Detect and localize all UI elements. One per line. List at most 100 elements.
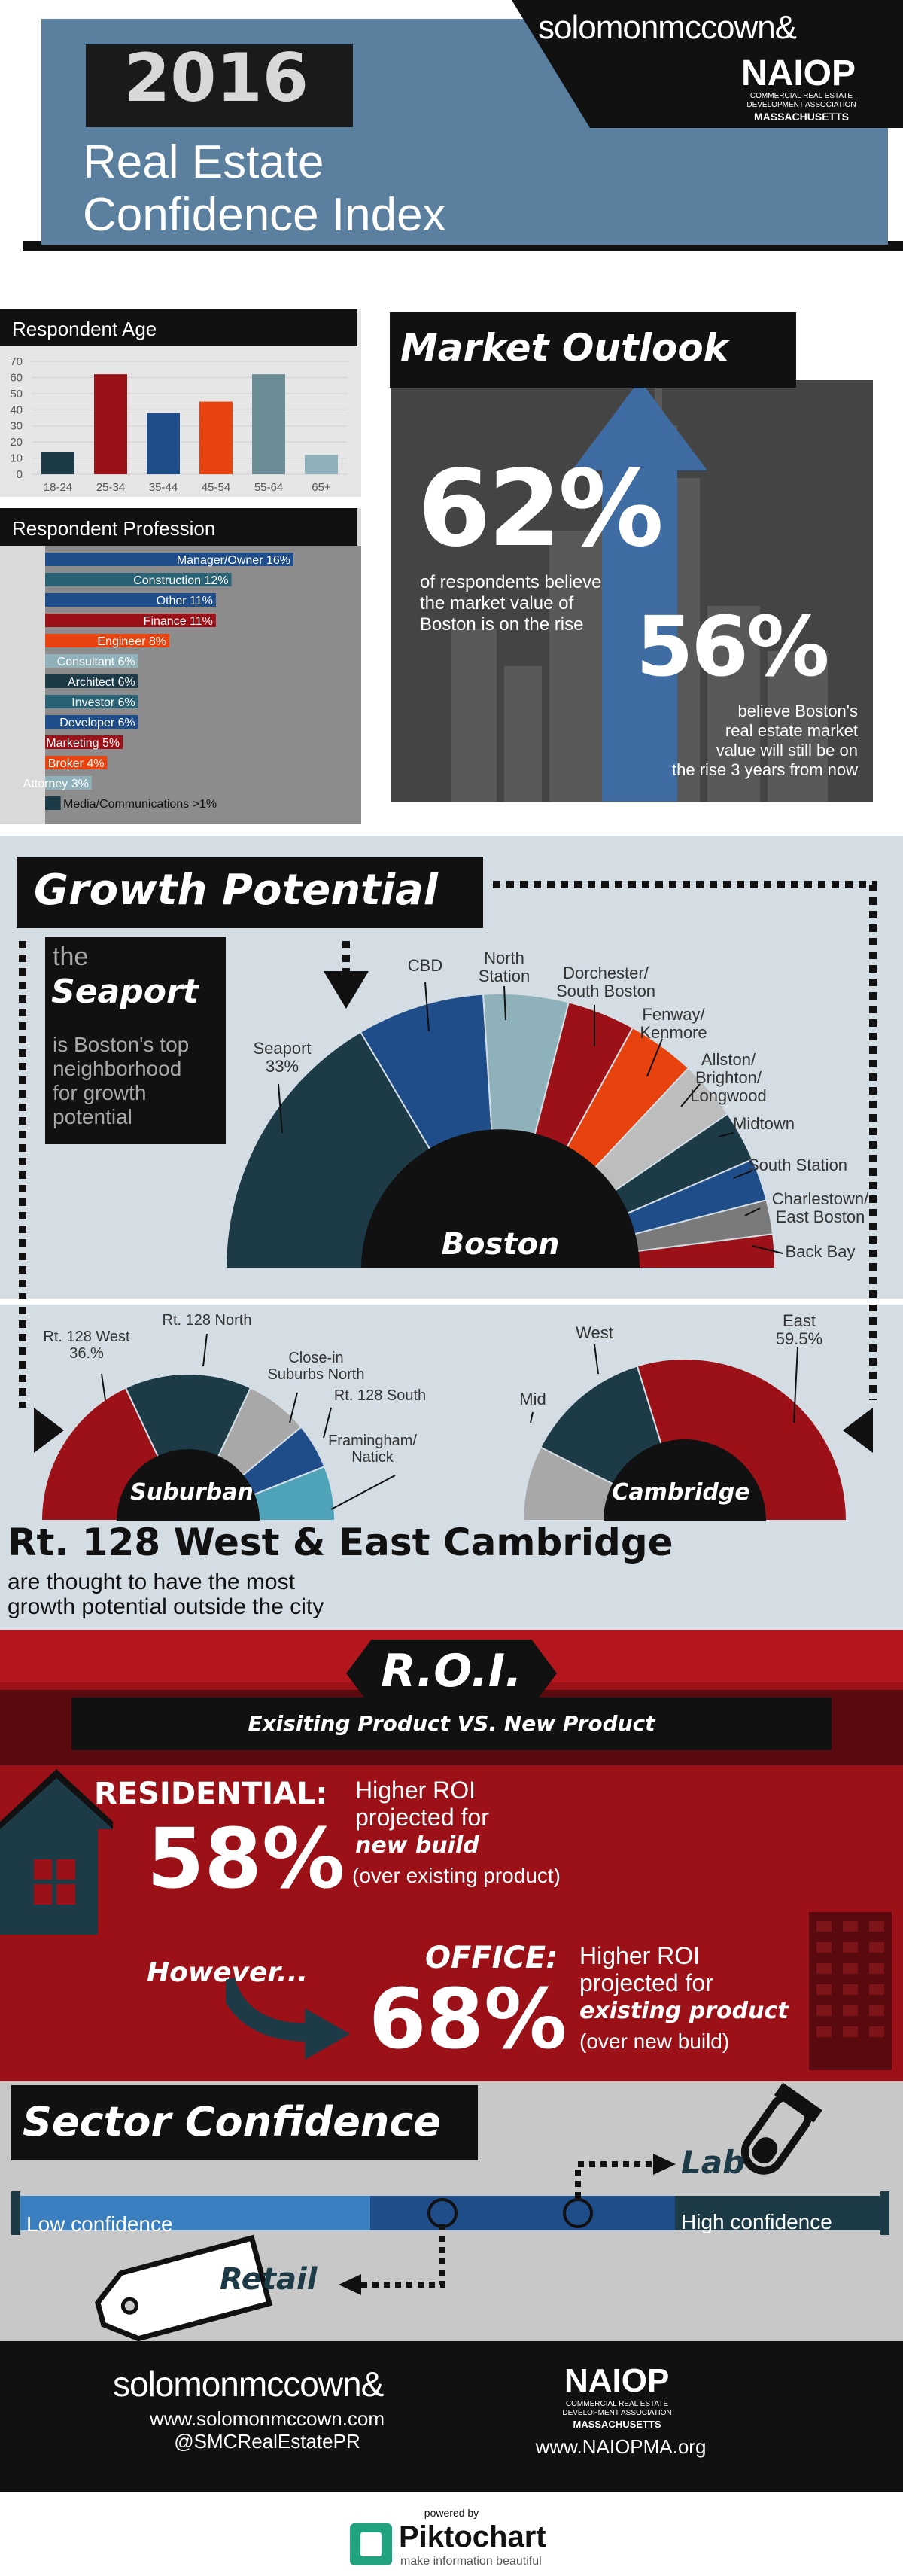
profession-bar [45, 796, 61, 810]
y-tick-label: 70 [10, 355, 23, 368]
office-line-4: (over new build) [579, 2029, 730, 2053]
profession-label: Architect 6% [68, 676, 135, 689]
sector-heading-box [11, 2085, 478, 2160]
office-line-2: projected for [579, 1969, 713, 1996]
y-tick-label: 40 [10, 403, 23, 416]
slice-label: CBD [408, 956, 442, 975]
footer-twitter[interactable]: @SMCRealEstatePR [174, 2430, 360, 2453]
leader-line [101, 1373, 106, 1401]
market-outlook-heading: Market Outlook [400, 326, 728, 370]
growth-heading-box [17, 857, 483, 928]
leader-line [278, 1083, 283, 1134]
leader-line [733, 1170, 753, 1179]
scale-mid-segment [370, 2196, 675, 2230]
slice-label: Longwood [690, 1086, 767, 1105]
retail-tag-icon [95, 2234, 273, 2341]
footer [0, 2341, 903, 2492]
office-line-3: existing product [579, 1998, 789, 2024]
slice-label: Charlestown/ [772, 1189, 869, 1208]
profession-label: Media/Communications >1% [63, 798, 217, 811]
profession-label: Attorney 3% [23, 778, 89, 790]
leader-line [646, 1038, 663, 1077]
stat-56-text-4: the rise 3 years from now [672, 760, 858, 779]
piktochart-tagline: make information beautiful [400, 2555, 542, 2568]
respondent-age-chart: 70 60 50 40 30 20 10 0 18-24 25-34 35-44 45-54 55-64… [10, 355, 348, 494]
growth-dotted-guides [19, 881, 877, 1453]
donut-hole [117, 1449, 260, 1521]
callout-line-4: potential [53, 1105, 132, 1128]
market-outlook-heading-box [390, 312, 796, 388]
footer-naiop-url[interactable]: www.NAIOPMA.org [535, 2435, 707, 2458]
donut-hole [604, 1439, 766, 1521]
roi-heading: R.O.I. [381, 1645, 522, 1698]
left-pointer-arrow [34, 1408, 64, 1453]
boston-label: Boston [441, 1227, 560, 1262]
y-tick-label: 50 [10, 388, 23, 400]
age-bar [94, 374, 127, 474]
piktochart-logo-icon [350, 2523, 392, 2565]
stat-62: 62% [418, 448, 664, 571]
office-pct: 68% [369, 1971, 567, 2067]
profession-label: Construction 12% [133, 574, 228, 587]
callout-line-1: is Boston's top [53, 1033, 190, 1056]
callout-seaport: Seaport [51, 973, 199, 1011]
slice-label: North [484, 948, 524, 967]
leader-line [330, 1475, 396, 1510]
profession-bar [45, 756, 108, 769]
callout-line-3: for growth [53, 1081, 147, 1104]
leader-line [752, 1245, 783, 1254]
seaport-pointer-arrow [324, 971, 369, 1009]
slice-label: Rt. 128 South [334, 1387, 426, 1404]
slice-label: Seaport [253, 1039, 311, 1058]
slice-label: Mid [519, 1390, 546, 1408]
brand-logo: solomonmccown& [538, 9, 797, 46]
profession-bar [45, 553, 293, 566]
naiop-sub-2: DEVELOPMENT ASSOCIATION [746, 101, 856, 109]
office-building-icon [809, 1912, 892, 2070]
profession-bar [45, 735, 123, 749]
respondent-profession-title: Respondent Profession [12, 517, 216, 540]
slice-label: South Boston [556, 982, 655, 1000]
stat-56: 56% [636, 598, 829, 695]
leader-line [718, 1132, 734, 1137]
leader-line [202, 1333, 208, 1367]
stat-56-text-1: believe Boston's [737, 702, 858, 720]
slice-label: Brighton/ [695, 1068, 762, 1087]
residential-line-3: new build [355, 1832, 479, 1859]
stat-62-text: of respondents believe the market value … [420, 572, 602, 635]
slice-label: East [783, 1311, 816, 1330]
growth-heading: Growth Potential [34, 866, 439, 915]
y-tick-label: 10 [10, 452, 23, 465]
high-confidence-label: High confidence [681, 2210, 832, 2233]
year: 2016 [124, 39, 309, 117]
profession-bar [45, 654, 138, 668]
y-tick-label: 30 [10, 420, 23, 433]
slice-label: 59.5% [776, 1329, 822, 1348]
skyline-graphic [451, 380, 828, 802]
piktochart-name[interactable]: Piktochart [399, 2520, 546, 2553]
respondent-profession-title-bar [0, 508, 357, 546]
age-bar [41, 452, 74, 474]
footer-brand: solomonmccown& [113, 2364, 384, 2404]
age-bar [147, 413, 180, 474]
office-label: OFFICE: [425, 1941, 558, 1975]
leader-line [424, 982, 430, 1032]
profession-bar [45, 674, 138, 688]
stat-56-text-2: real estate market [725, 721, 858, 740]
profession-label: Investor 6% [71, 696, 135, 709]
x-tick-label: 55-64 [254, 481, 283, 494]
naiop-logo: NAIOP [741, 53, 856, 93]
slice-label: West [576, 1323, 613, 1342]
y-tick-label: 20 [10, 436, 23, 449]
profession-bar [45, 593, 216, 607]
title-line-1: Real Estate [83, 136, 324, 188]
profession-bar [45, 634, 169, 647]
year-box [83, 41, 356, 130]
footer-naiop-sub-3: MASSACHUSETTS [573, 2419, 661, 2430]
footer-url[interactable]: www.solomonmccown.com [149, 2407, 385, 2430]
slice-label: Rt. 128 North [163, 1312, 252, 1329]
callout-line-2: neighborhood [53, 1057, 182, 1080]
low-confidence-label: Low confidence [26, 2212, 173, 2236]
slice-label: 36.% [69, 1345, 104, 1362]
